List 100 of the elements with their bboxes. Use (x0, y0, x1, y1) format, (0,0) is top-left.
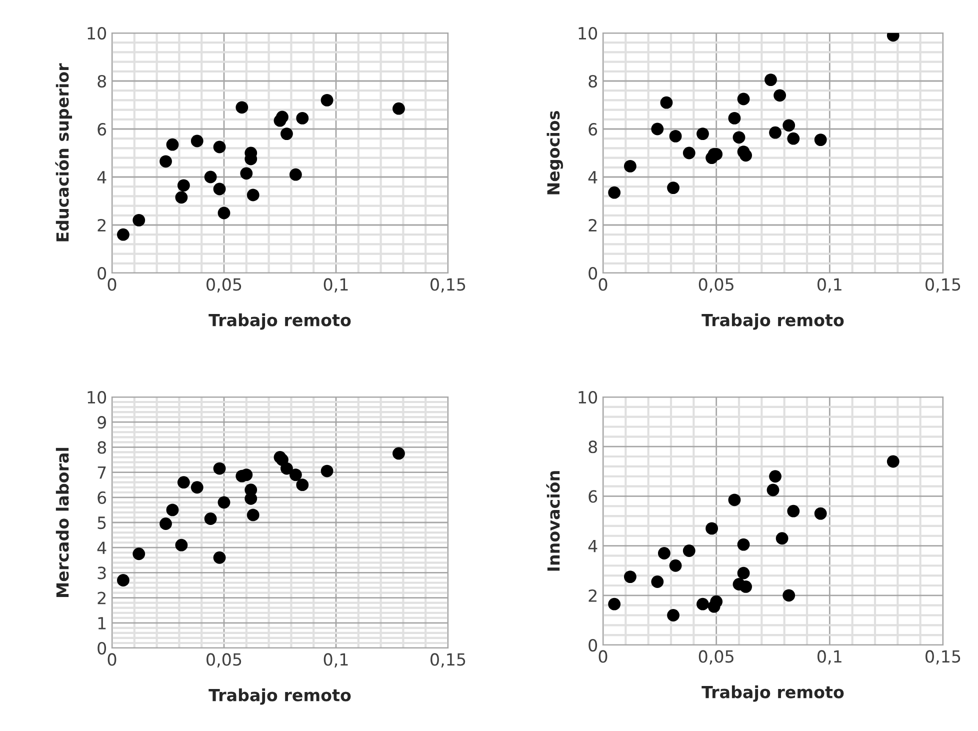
point (787, 504, 800, 518)
point (782, 589, 796, 602)
point (651, 122, 664, 136)
point (246, 188, 260, 202)
point (608, 186, 621, 199)
point (218, 206, 230, 220)
point (160, 155, 172, 168)
point (320, 464, 334, 478)
y-tick-label: 6 (98, 491, 106, 504)
point (766, 484, 780, 496)
point (682, 544, 696, 557)
x-axis-title: Trabajo remoto (208, 313, 351, 330)
y-tick-label: 6 (588, 490, 598, 503)
x-tick-label: 0,15 (430, 653, 466, 668)
y-tick-label: 2 (588, 589, 596, 602)
point (213, 462, 226, 475)
y-tick-label: 2 (98, 592, 106, 604)
point (204, 512, 217, 525)
y-tick-label: 2 (98, 218, 106, 232)
point (160, 518, 172, 530)
point (706, 522, 718, 535)
point (669, 130, 682, 142)
x-tick-label: 0,15 (430, 278, 466, 292)
y-tick-label: 0 (98, 642, 106, 655)
x-tick-label: 0,05 (206, 278, 242, 292)
point (240, 167, 253, 180)
point (682, 146, 696, 160)
point (175, 538, 188, 552)
point (204, 170, 217, 184)
point (177, 476, 190, 489)
x-tick-label: 0 (108, 653, 116, 666)
point (624, 160, 636, 172)
y-tick-label: 10 (88, 390, 106, 404)
x-tick-label: 0,05 (698, 650, 734, 664)
point (166, 504, 179, 516)
y-tick-label: 7 (98, 466, 106, 479)
point (660, 96, 673, 109)
point (782, 119, 796, 132)
x-axis-title: Trabajo remoto (702, 685, 844, 702)
point (190, 481, 204, 494)
point (236, 101, 248, 114)
x-tick-label: 0,1 (324, 653, 348, 668)
y-tick-label: 2 (588, 218, 596, 232)
point (732, 131, 746, 144)
x-tick-label: 0 (598, 650, 608, 663)
y-axis-title: Innovación (546, 471, 560, 571)
point (246, 508, 260, 522)
x-tick-label: 0,1 (818, 650, 842, 664)
point (280, 462, 293, 475)
y-axis-title: Negocios (546, 110, 564, 194)
point (728, 112, 741, 124)
y-tick-label: 10 (578, 26, 598, 40)
point (213, 551, 226, 564)
x-axis-title: Trabajo remoto (702, 313, 844, 330)
point (280, 128, 293, 140)
point (608, 598, 621, 610)
point (289, 168, 302, 181)
point (740, 580, 752, 593)
point (166, 138, 179, 151)
point (276, 110, 288, 124)
point (710, 595, 723, 608)
point (296, 478, 309, 492)
x-tick-label: 0,1 (818, 278, 842, 292)
point (769, 126, 782, 139)
point (737, 566, 750, 580)
x-tick-label: 0 (598, 278, 608, 291)
y-axis-title: Mercado laboral (56, 448, 69, 597)
point (886, 455, 900, 468)
y-tick-label: 4 (588, 540, 598, 552)
point (651, 576, 664, 588)
point (213, 140, 226, 154)
point (289, 468, 302, 482)
y-tick-label: 8 (98, 74, 106, 88)
y-tick-label: 4 (588, 171, 598, 184)
point (696, 128, 709, 140)
y-tick-label: 8 (588, 440, 597, 454)
x-tick-label: 0,15 (926, 278, 960, 292)
y-tick-label: 4 (97, 542, 106, 554)
point (392, 102, 405, 115)
point (667, 182, 680, 194)
point (814, 507, 827, 520)
y-tick-label: 10 (88, 26, 106, 40)
x-tick-label: 0,05 (698, 278, 734, 292)
y-tick-label: 0 (588, 266, 598, 280)
point (175, 191, 188, 204)
point (740, 149, 752, 162)
point (669, 559, 682, 572)
point (696, 598, 709, 610)
y-tick-label: 5 (98, 516, 106, 530)
point (769, 470, 782, 483)
point (132, 214, 146, 226)
y-tick-label: 1 (98, 617, 106, 630)
x-axis-title: Trabajo remoto (208, 688, 351, 705)
point (737, 538, 750, 551)
y-tick-label: 8 (98, 441, 106, 454)
point (320, 94, 334, 106)
point (787, 132, 800, 145)
point (764, 74, 777, 86)
y-tick-label: 10 (578, 390, 598, 404)
x-tick-label: 0 (108, 278, 116, 291)
